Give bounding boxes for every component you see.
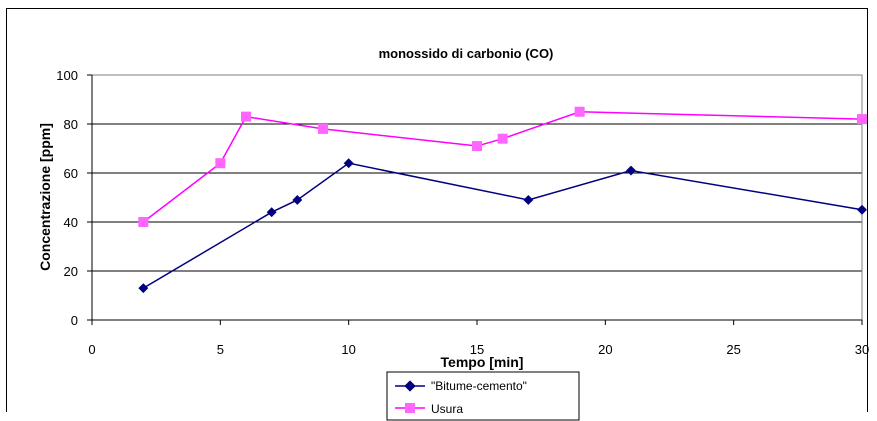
x-tick-label: 15 [470, 342, 484, 357]
y-tick-label: 40 [64, 215, 78, 230]
x-tick-label: 0 [88, 342, 95, 357]
x-tick-label: 30 [855, 342, 869, 357]
y-tick-label: 20 [64, 264, 78, 279]
legend-label-bitume: "Bitume-cemento" [431, 379, 527, 393]
series-usura [138, 106, 867, 227]
data-point [215, 158, 226, 169]
series-line [142, 110, 863, 223]
series-line [142, 162, 863, 289]
data-point [318, 123, 328, 134]
series-bitume-cemento [138, 158, 867, 294]
chart-title: monossido di carbonio (CO) [379, 46, 554, 61]
series-group [138, 106, 867, 294]
legend-item-usura: Usura [395, 402, 463, 416]
y-tick-label: 0 [71, 313, 78, 328]
x-tick-label: 25 [726, 342, 740, 357]
legend-box [386, 371, 580, 421]
legend: "Bitume-cemento" Usura [386, 371, 580, 421]
plot-area [91, 74, 863, 321]
data-point [138, 283, 149, 294]
data-point [266, 207, 277, 218]
chart-frame [6, 8, 868, 412]
y-axis-title: Concentrazione [ppm] [37, 123, 53, 271]
data-point [472, 141, 482, 152]
data-point [626, 165, 636, 176]
data-point [241, 111, 251, 122]
y-tick-label: 100 [56, 68, 78, 83]
legend-label-usura: Usura [431, 402, 463, 416]
data-point [857, 114, 867, 125]
x-tick-label: 20 [598, 342, 612, 357]
data-point [857, 204, 867, 215]
x-tick-label: 5 [217, 342, 224, 357]
data-point [292, 195, 303, 205]
x-tick-label: 10 [341, 342, 355, 357]
data-point [574, 106, 585, 117]
y-tick-label: 60 [64, 166, 78, 181]
data-point [138, 217, 149, 227]
y-tick-label: 80 [64, 117, 78, 132]
data-point [523, 195, 534, 205]
data-point [497, 133, 508, 144]
legend-marker-bitume [404, 380, 416, 392]
data-point [343, 158, 354, 169]
legend-item-bitume: "Bitume-cemento" [395, 379, 527, 393]
x-axis-title: Tempo [min] [441, 354, 524, 370]
axis-ticks: 0 20 40 60 80 100 0 5 10 15 20 25 30 [56, 68, 869, 357]
legend-marker-usura [405, 403, 415, 413]
